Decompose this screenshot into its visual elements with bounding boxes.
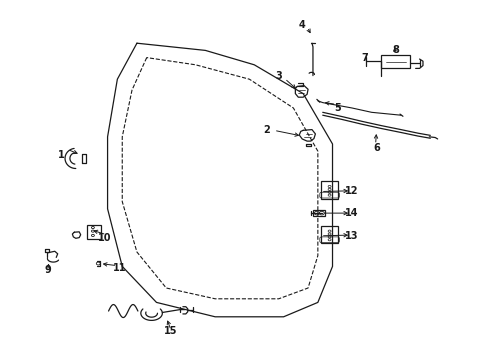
Text: 8: 8 bbox=[392, 45, 399, 55]
Text: 9: 9 bbox=[44, 265, 51, 275]
Text: 13: 13 bbox=[345, 231, 358, 241]
Bar bbox=[381, 55, 409, 68]
Text: 7: 7 bbox=[360, 53, 367, 63]
Text: 5: 5 bbox=[333, 103, 340, 113]
Text: 10: 10 bbox=[98, 233, 112, 243]
Text: 14: 14 bbox=[345, 208, 358, 218]
Bar bbox=[312, 210, 324, 216]
Text: 6: 6 bbox=[372, 143, 379, 153]
Text: 12: 12 bbox=[345, 186, 358, 196]
Text: 11: 11 bbox=[113, 263, 126, 273]
Bar bbox=[320, 181, 338, 199]
Text: 2: 2 bbox=[263, 125, 269, 135]
Text: 4: 4 bbox=[298, 20, 305, 30]
Text: 3: 3 bbox=[275, 71, 282, 81]
Text: 1: 1 bbox=[58, 150, 65, 160]
Text: 15: 15 bbox=[164, 326, 178, 336]
Bar bbox=[320, 226, 338, 243]
Bar bbox=[87, 225, 101, 239]
